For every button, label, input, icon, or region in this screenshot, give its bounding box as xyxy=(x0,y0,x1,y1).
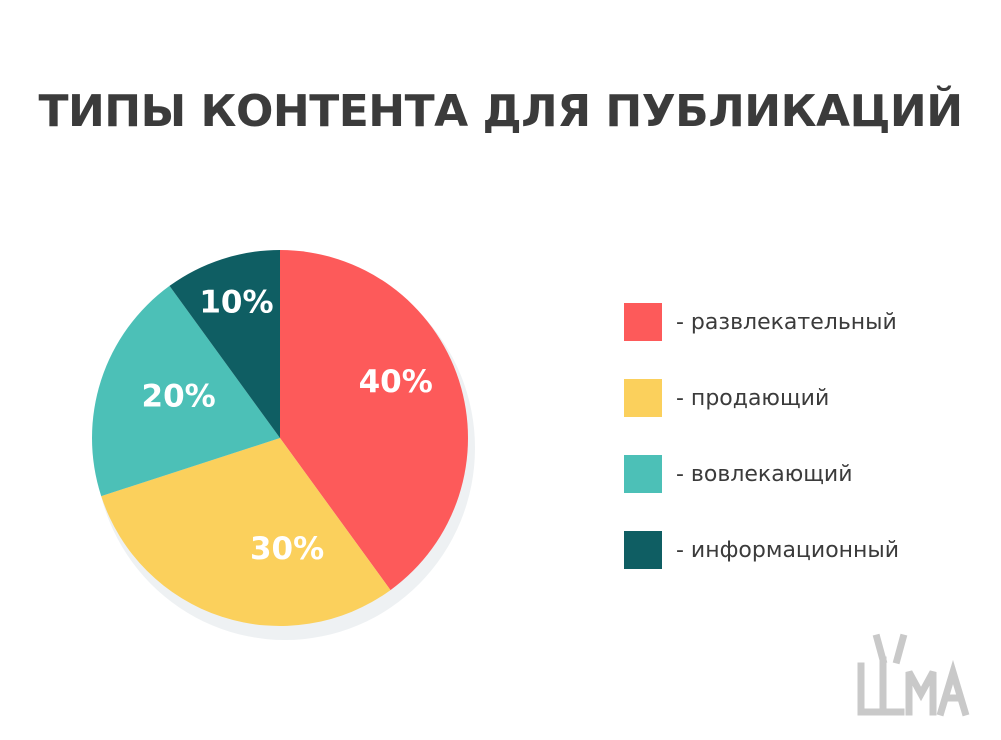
legend-label: - информационный xyxy=(676,537,900,563)
legend-label: - продающий xyxy=(676,385,830,411)
pie-slice-informational xyxy=(169,250,280,438)
legend-swatch xyxy=(624,303,662,341)
pie-slice-engaging xyxy=(92,285,280,497)
pie-slice-selling xyxy=(101,438,391,626)
legend-item-selling: - продающий xyxy=(624,378,899,418)
legend-item-engaging: - вовлекающий xyxy=(624,454,899,494)
legend-item-informational: - информационный xyxy=(624,530,899,570)
slice-data-label: 10% xyxy=(199,284,273,320)
pie-chart: 40% 30% 20% 10% xyxy=(92,250,475,640)
legend-swatch xyxy=(624,379,662,417)
chart-title: ТИПЫ КОНТЕНТА ДЛЯ ПУБЛИКАЦИЙ xyxy=(38,86,963,137)
legend-swatch xyxy=(624,531,662,569)
slice-data-label: 30% xyxy=(250,531,324,567)
llama-logo xyxy=(857,633,970,717)
legend-label: - развлекательный xyxy=(676,309,897,335)
pie-slice-entertaining xyxy=(280,250,468,591)
slice-data-label: 20% xyxy=(142,378,216,414)
slice-data-label: 40% xyxy=(359,364,433,400)
legend-label: - вовлекающий xyxy=(676,461,853,487)
legend-item-entertaining: - развлекательный xyxy=(624,302,899,342)
legend: - развлекательный - продающий - вовлекаю… xyxy=(624,302,899,606)
legend-swatch xyxy=(624,455,662,493)
